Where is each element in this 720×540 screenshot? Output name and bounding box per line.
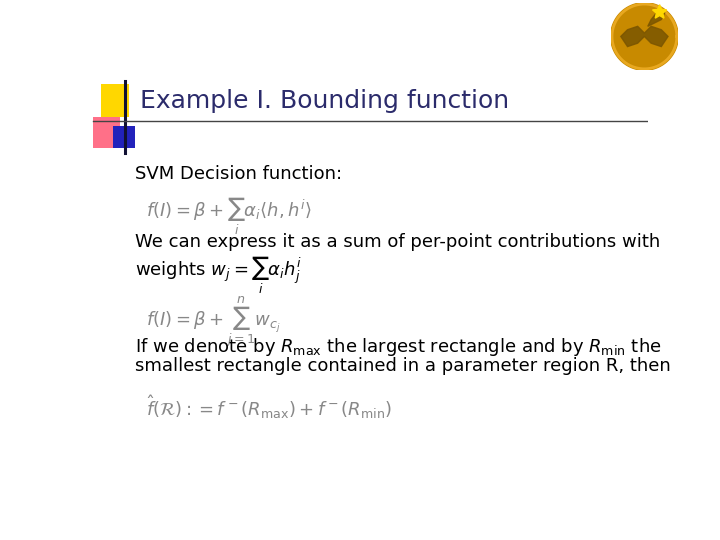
Bar (93, 117, 120, 148)
Text: Example I. Bounding function: Example I. Bounding function (140, 90, 509, 113)
Text: If we denote by $R_{\mathrm{max}}$ the largest rectangle and by $R_{\mathrm{min}: If we denote by $R_{\mathrm{max}}$ the l… (135, 336, 661, 358)
Text: $f(I) = \beta + \sum_{j=1}^{n} w_{c_j}$: $f(I) = \beta + \sum_{j=1}^{n} w_{c_j}$ (145, 294, 280, 349)
Polygon shape (652, 5, 667, 18)
Text: smallest rectangle contained in a parameter region R, then: smallest rectangle contained in a parame… (135, 357, 670, 375)
Text: weights $w_j = \sum_i \alpha_i h^i_j$: weights $w_j = \sum_i \alpha_i h^i_j$ (135, 255, 302, 296)
Polygon shape (648, 10, 665, 26)
Polygon shape (611, 3, 678, 70)
Text: We can express it as a sum of per-point contributions with: We can express it as a sum of per-point … (135, 233, 660, 251)
Bar (114, 126, 135, 148)
Text: SVM Decision function:: SVM Decision function: (135, 165, 342, 183)
Text: $f(I) = \beta + \sum_i \alpha_i \langle h, h^i \rangle$: $f(I) = \beta + \sum_i \alpha_i \langle … (145, 196, 311, 237)
Bar (101, 84, 129, 117)
Text: $\hat{f}(\mathcal{R}) := f^-(R_{\mathrm{max}}) + f^-(R_{\mathrm{min}})$: $\hat{f}(\mathcal{R}) := f^-(R_{\mathrm{… (145, 393, 392, 421)
Polygon shape (621, 26, 668, 46)
